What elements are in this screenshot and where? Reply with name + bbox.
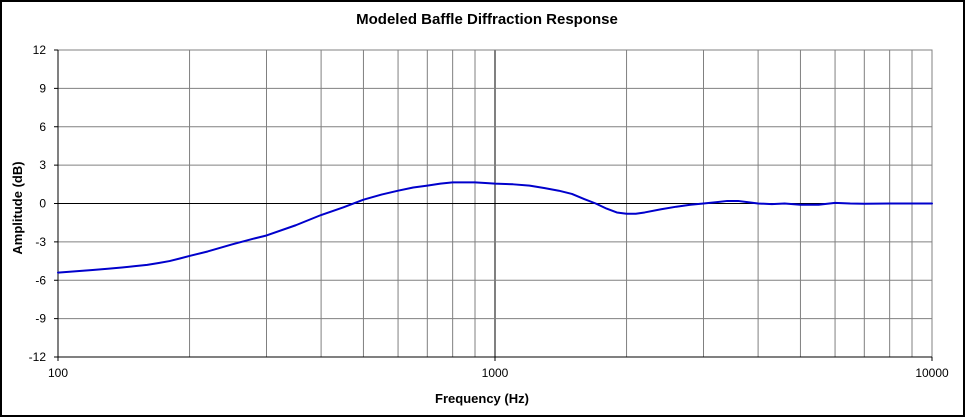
x-axis-label: Frequency (Hz): [435, 391, 529, 406]
y-tick-label: 3: [39, 158, 46, 172]
x-tick-label: 1000: [482, 366, 509, 380]
axes: [54, 49, 933, 361]
y-tick-label: 9: [39, 81, 46, 95]
y-tick-label: -9: [35, 312, 46, 326]
grid-lines: [58, 49, 932, 358]
x-tick-label: 10000: [915, 366, 949, 380]
y-tick-label: 0: [39, 197, 46, 211]
y-tick-label: 6: [39, 120, 46, 134]
y-tick-label: 12: [33, 43, 47, 57]
series-layer: [57, 181, 933, 274]
y-tick-label: -6: [35, 273, 46, 287]
y-axis-label: Amplitude (dB): [10, 161, 25, 254]
series-line: [57, 181, 933, 274]
chart-title: Modeled Baffle Diffraction Response: [356, 11, 618, 28]
y-tick-label: -12: [29, 350, 47, 364]
x-tick-label: 100: [48, 366, 68, 380]
y-tick-label: -3: [35, 235, 46, 249]
